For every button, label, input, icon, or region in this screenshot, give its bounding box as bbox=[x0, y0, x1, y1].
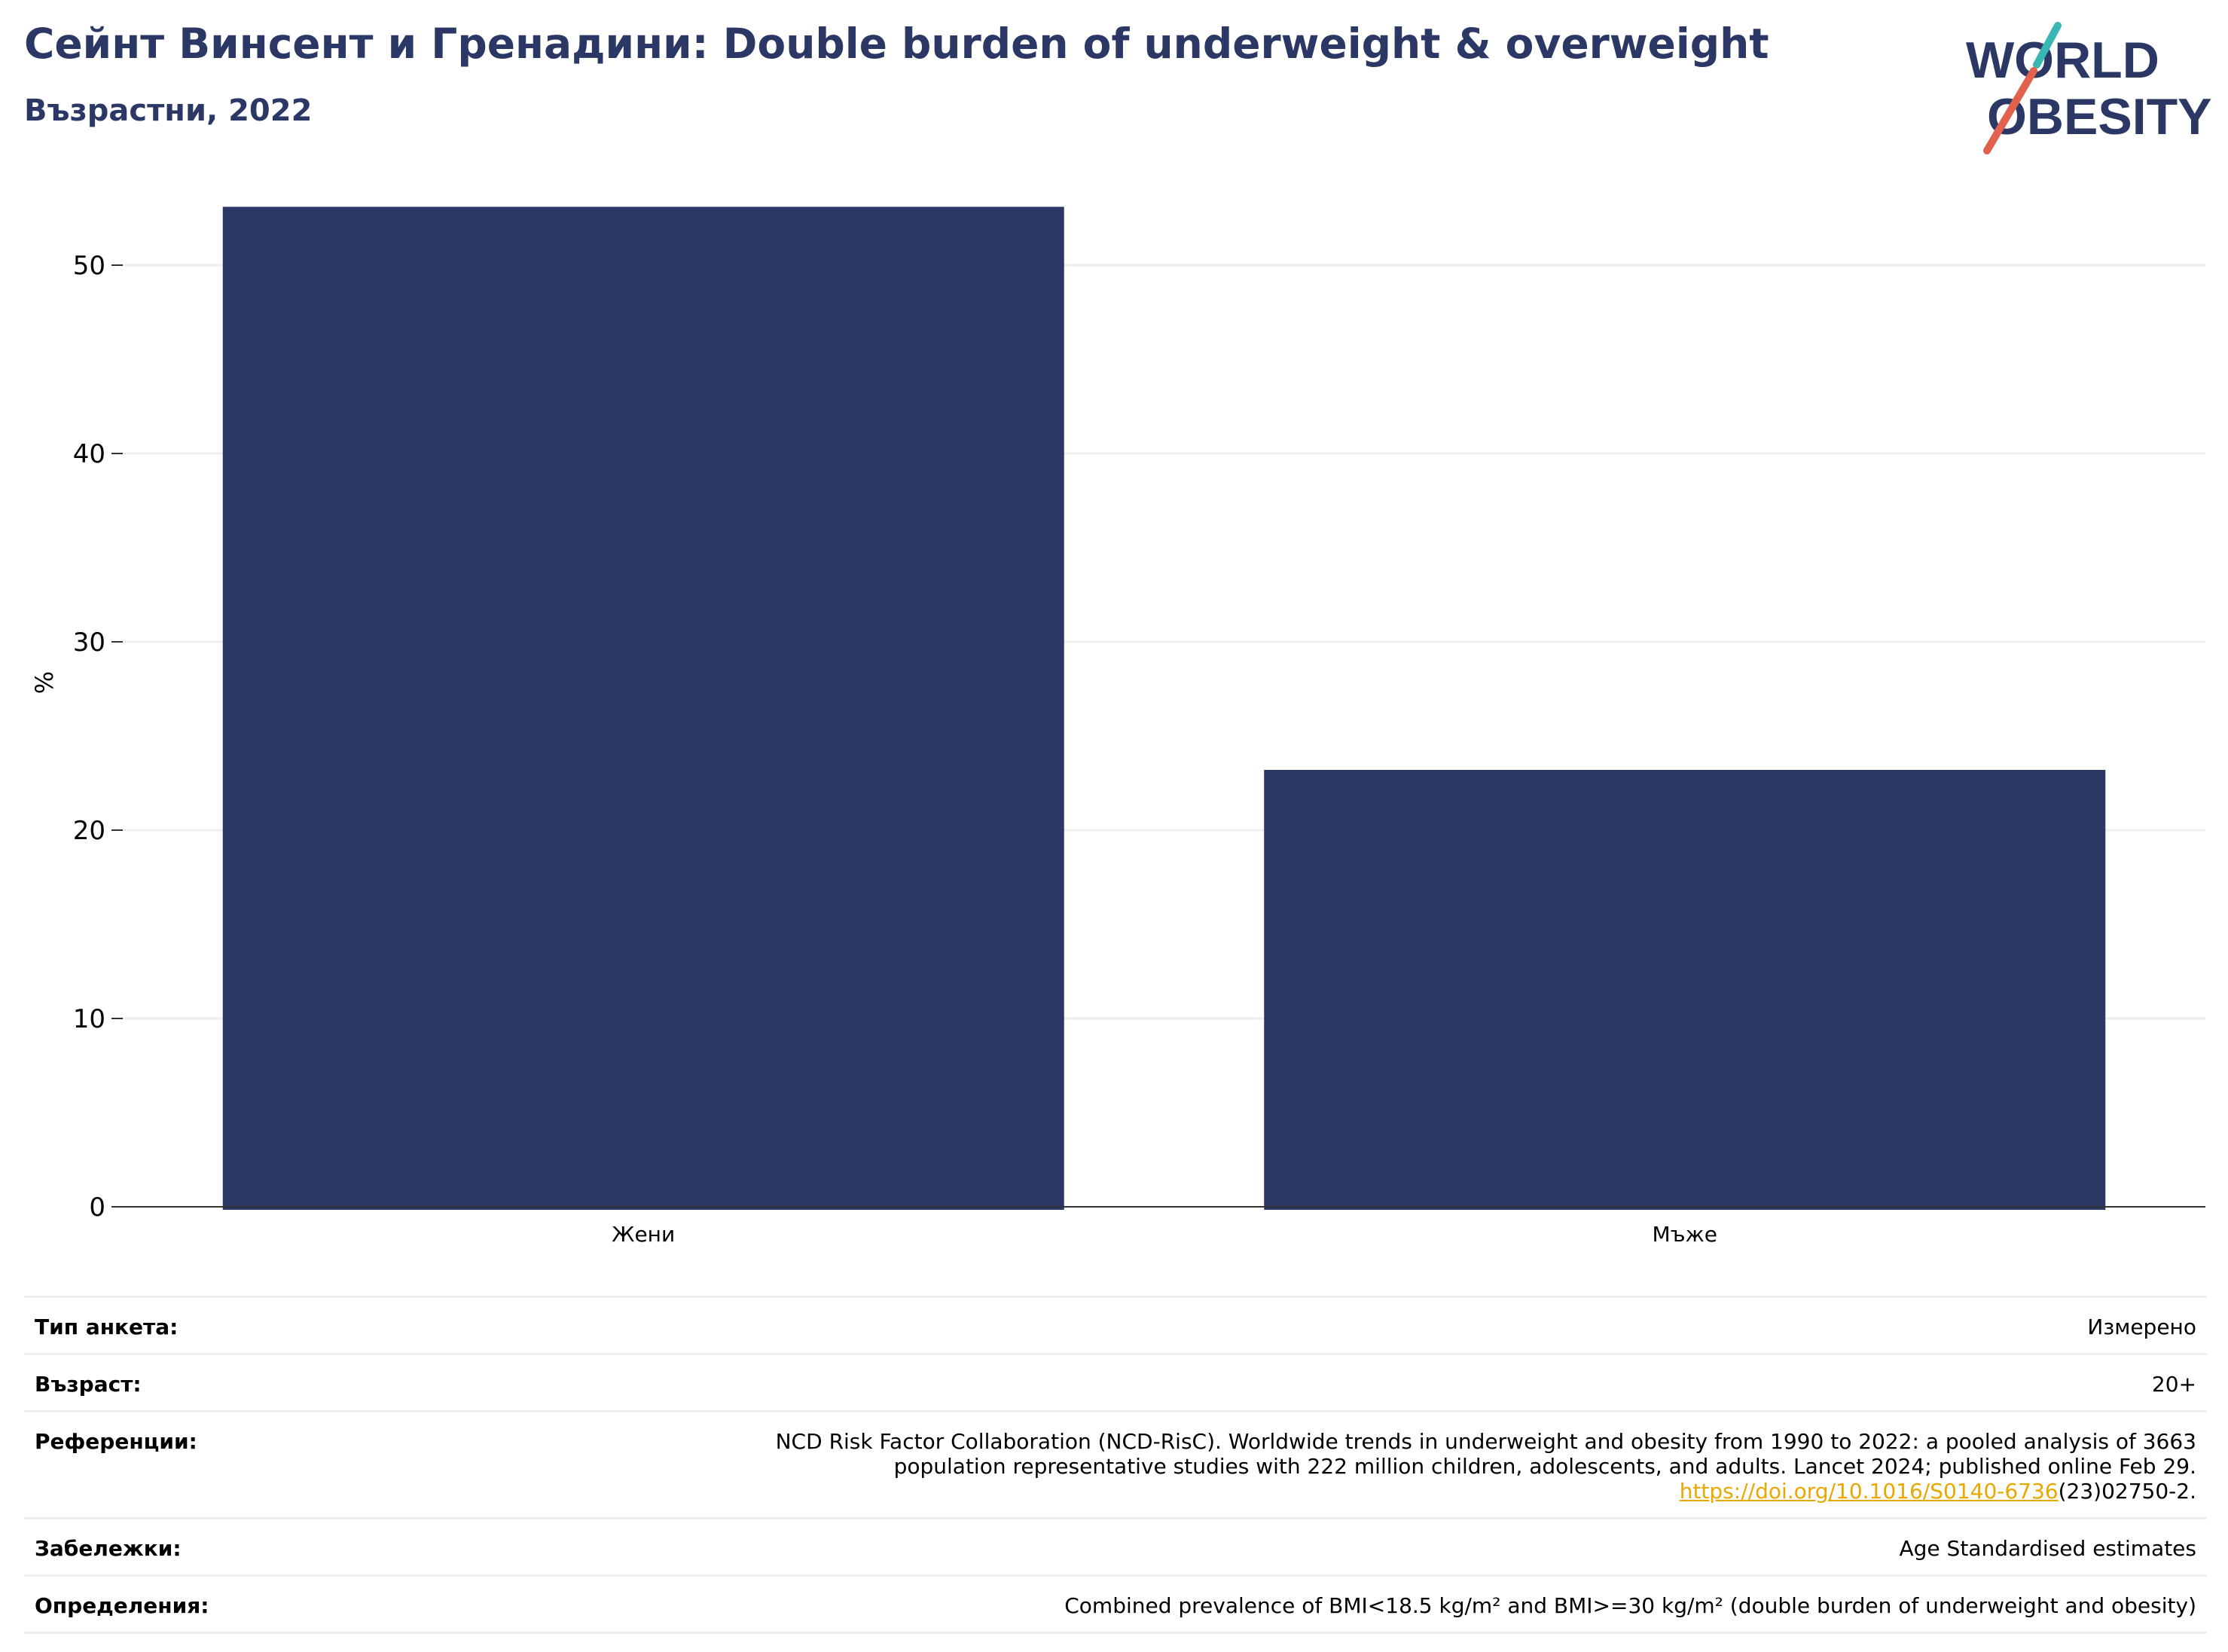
info-row-age: Възраст: 20+ bbox=[24, 1355, 2207, 1412]
bar-chart: 0 10 20 30 40 50 Жени Мъже% bbox=[30, 206, 2205, 1247]
y-axis-title: % bbox=[30, 671, 59, 694]
info-value-age: 20+ bbox=[2151, 1372, 2196, 1397]
bar-1 bbox=[222, 206, 1064, 1210]
info-label-definitions: Определения: bbox=[35, 1593, 209, 1618]
reference-text-line1: NCD Risk Factor Collaboration (NCD-RisC)… bbox=[775, 1429, 2196, 1454]
logo-text-world: WORLD bbox=[1966, 32, 2159, 89]
info-label-references: Референции: bbox=[35, 1429, 197, 1454]
world-obesity-logo: WORLD OBESITY bbox=[1966, 22, 2212, 154]
info-value-definitions: Combined prevalence of BMI<18.5 kg/m² an… bbox=[1064, 1593, 2196, 1618]
info-label-age: Възраст: bbox=[35, 1372, 142, 1397]
x-category-label-1: Жени bbox=[612, 1222, 675, 1247]
y-tick-label-50: 50 bbox=[73, 251, 105, 281]
x-category-label-2: Мъже bbox=[1653, 1222, 1717, 1247]
info-label-survey-type: Тип анкета: bbox=[35, 1315, 179, 1339]
info-row-survey-type: Тип анкета: Измерено bbox=[24, 1298, 2207, 1355]
y-tick-label-20: 20 bbox=[73, 816, 105, 846]
reference-doi-link[interactable]: https://doi.org/10.1016/S0140-6736 bbox=[1679, 1479, 2059, 1504]
y-tick-label-30: 30 bbox=[73, 628, 105, 658]
logo-teal-stroke bbox=[2033, 22, 2062, 69]
logo-red-stroke bbox=[1983, 67, 2037, 154]
info-row-definitions: Определения: Combined prevalence of BMI<… bbox=[24, 1577, 2207, 1634]
info-table: Тип анкета: Измерено Възраст: 20+ Рефере… bbox=[24, 1296, 2207, 1634]
y-tick-label-40: 40 bbox=[73, 439, 105, 469]
bars bbox=[222, 206, 2106, 1210]
axes: 0 10 20 30 40 50 Жени Мъже% bbox=[30, 251, 2205, 1247]
info-label-notes: Забележки: bbox=[35, 1536, 182, 1561]
info-row-notes: Забележки: Age Standardised estimates bbox=[24, 1519, 2207, 1577]
logo-text-obesity: OBESITY bbox=[1987, 88, 2212, 145]
info-value-survey-type: Измерено bbox=[2087, 1315, 2196, 1339]
y-tick-label-0: 0 bbox=[89, 1192, 105, 1223]
reference-text-line2: population representative studies with 2… bbox=[893, 1454, 2196, 1479]
info-value-references: NCD Risk Factor Collaboration (NCD-RisC)… bbox=[776, 1429, 2196, 1504]
chart-subtitle: Възрастни, 2022 bbox=[24, 93, 313, 128]
info-row-references: Референции: NCD Risk Factor Collaboratio… bbox=[24, 1412, 2207, 1519]
chart-title: Сейнт Винсент и Гренадини: Double burden… bbox=[24, 20, 1769, 68]
reference-doi-suffix: (23)02750-2. bbox=[2058, 1479, 2196, 1504]
y-tick-label-10: 10 bbox=[73, 1004, 105, 1034]
info-value-notes: Age Standardised estimates bbox=[1899, 1536, 2196, 1561]
bar-2 bbox=[1264, 770, 2106, 1210]
